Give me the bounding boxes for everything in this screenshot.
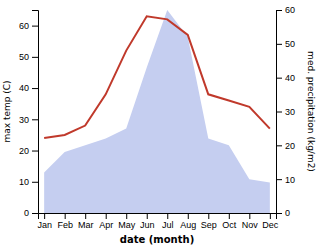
tick-mark [32, 119, 38, 120]
tick: Aug [180, 213, 196, 230]
tick-label: 50 [285, 39, 295, 49]
tick-label: 20 [285, 141, 295, 151]
tick-mark [44, 213, 45, 219]
tick-mark [188, 213, 189, 219]
tick-label: Aug [180, 220, 196, 230]
axis-line [277, 11, 283, 214]
tick-label: 20 [19, 146, 29, 156]
tick-label: 40 [19, 83, 29, 93]
tick-label: 10 [19, 177, 29, 187]
tick: 50 [276, 39, 295, 49]
tick: 50 [19, 52, 38, 62]
plot: Jan Feb Mar Apr May Jun Jul Aug Sep Oct NovDec 0 10 2… [19, 5, 295, 230]
tick: Nov [242, 213, 259, 230]
tick-mark [270, 213, 271, 219]
tick: 20 [276, 141, 295, 151]
tick-label: Jun [140, 220, 155, 230]
tick-label: 40 [285, 73, 295, 83]
tick-mark [32, 88, 38, 89]
tick: Jun [140, 213, 155, 230]
tick-label: Mar [78, 220, 94, 230]
tick-label: Sep [201, 220, 217, 230]
tick-mark [147, 213, 148, 219]
tick-mark [276, 10, 282, 11]
tick-label: 30 [285, 107, 295, 117]
axis-line [32, 11, 39, 214]
tick-label: Jul [162, 220, 174, 230]
tick: Dec [262, 213, 279, 230]
axis-line [39, 214, 277, 220]
tick-label: 60 [285, 5, 295, 15]
tick-mark [32, 151, 38, 152]
tick-label: 10 [285, 175, 295, 185]
tick: 10 [276, 175, 295, 185]
tick-mark [208, 213, 209, 219]
tick: 0 [276, 208, 290, 218]
tick-label: 50 [19, 52, 29, 62]
tick: 30 [276, 107, 295, 117]
tick: Jul [162, 213, 174, 230]
tick-label: Feb [57, 220, 73, 230]
tick-mark [276, 112, 282, 113]
tick: Apr [99, 213, 113, 230]
tick: 10 [19, 177, 38, 187]
tick-label: Jan [37, 220, 52, 230]
tick-mark [167, 213, 168, 219]
line [44, 16, 270, 138]
tick-label: 60 [19, 21, 29, 31]
chart: Jan Feb Mar Apr May Jun Jul Aug Sep Oct NovDec 0 10 2… [0, 0, 318, 247]
tick-mark [32, 182, 38, 183]
tick: Sep [201, 213, 217, 230]
tick: Mar [78, 213, 94, 230]
tick-mark [85, 213, 86, 219]
tick-mark [276, 145, 282, 146]
tick: May [118, 213, 136, 230]
tick-mark [249, 213, 250, 219]
tick-label: May [118, 220, 136, 230]
tick: 40 [276, 73, 295, 83]
tick: 0 [24, 208, 38, 218]
tick-label: Dec [262, 220, 279, 230]
tick-mark [32, 213, 38, 214]
tick-mark [32, 57, 38, 58]
tick-mark [229, 213, 230, 219]
tick: 60 [276, 5, 295, 15]
area [44, 10, 270, 213]
y2-axis: 0 10 20 30 40 50 60 [276, 5, 295, 218]
tick-label: 0 [24, 208, 29, 218]
tick-mark [276, 179, 282, 180]
tick-label: Nov [242, 220, 259, 230]
tick-mark [106, 213, 107, 219]
tick: 40 [19, 83, 38, 93]
tick-mark [32, 26, 38, 27]
tick: Feb [57, 213, 73, 230]
tick: Jan [37, 213, 52, 230]
tick-label: 0 [285, 208, 290, 218]
x-axis: Jan Feb Mar Apr May Jun Jul Aug Sep Oct NovDec [37, 213, 278, 230]
y-axis: 0 10 20 30 40 50 60 [19, 11, 39, 219]
marks [44, 10, 270, 213]
tick-mark [276, 44, 282, 45]
tick-mark [276, 78, 282, 79]
tick: Oct [222, 213, 237, 230]
tick: 30 [19, 115, 38, 125]
tick-label: Apr [99, 220, 113, 230]
tick-label: Oct [222, 220, 237, 230]
tick: 60 [19, 21, 38, 31]
y-axis-title: max temp (C) [2, 80, 12, 142]
x-axis-title: date (month) [120, 234, 194, 245]
tick: 20 [19, 146, 38, 156]
y2-axis-title: med. precipitation (kg/m2) [306, 51, 316, 172]
tick-mark [65, 213, 66, 219]
tick-label: 30 [19, 115, 29, 125]
tick-mark [276, 213, 282, 214]
tick-mark [126, 213, 127, 219]
